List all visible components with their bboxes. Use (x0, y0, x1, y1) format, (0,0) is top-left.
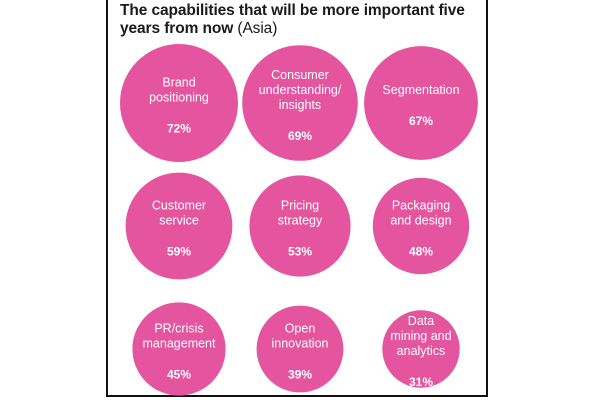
bubble-label-consumer-understanding-insights: Consumer understanding/insights (259, 68, 342, 112)
bubble-label-open-innovation: Open innovation (272, 322, 329, 351)
bubble-circle-packaging-and-design (372, 177, 470, 275)
bubble-label-brand-positioning: Brand positioning (149, 76, 209, 105)
bubble-circle-customer-service (125, 172, 233, 280)
bubble-value-packaging-and-design: 48% (409, 245, 433, 259)
bubble-circle-segmentation (364, 46, 478, 160)
bubble-consumer-understanding-insights: Consumer understanding/insights 69% (242, 45, 358, 161)
bubble-value-consumer-understanding-insights: 69% (288, 129, 312, 143)
bubble-label-packaging-and-design: Packaging and design (390, 199, 451, 228)
bubble-customer-service: Customer service 59% (125, 172, 233, 280)
bubble-circle-consumer-understanding-insights (242, 45, 358, 161)
bubble-value-segmentation: 67% (409, 114, 433, 128)
bubble-packaging-and-design: Packaging and design 48% (372, 177, 470, 275)
bubble-segmentation: Segmentation 67% (364, 46, 478, 160)
bubble-label-pr-crisis-management: PR/crisis management (143, 322, 216, 351)
chart-title-main: The capabilities that will be more impor… (120, 2, 465, 37)
bubble-data-mining-and-analytics: Data mining and analytics 31% (382, 310, 460, 389)
bubble-value-pr-crisis-management: 45% (167, 368, 191, 382)
bubble-pr-crisis-management: PR/crisis management 45% (132, 302, 226, 396)
bubble-open-innovation: Open innovation 39% (256, 305, 344, 393)
bubble-circle-data-mining-and-analytics (382, 310, 460, 388)
chart-title-region: (Asia) (233, 20, 278, 37)
bubble-value-customer-service: 59% (167, 245, 191, 259)
bubble-value-data-mining-and-analytics: 31% (409, 375, 433, 389)
bubble-value-brand-positioning: 72% (167, 122, 191, 136)
bubble-label-data-mining-and-analytics: Data mining and analytics (390, 314, 451, 358)
bubble-circle-pricing-strategy (249, 175, 351, 277)
bubble-value-open-innovation: 39% (288, 368, 312, 382)
bubble-pricing-strategy: Pricing strategy 53% (249, 175, 351, 277)
bubble-circle-brand-positioning (120, 44, 238, 162)
bubble-label-segmentation: Segmentation (382, 83, 459, 97)
bubble-value-pricing-strategy: 53% (288, 245, 312, 259)
bubble-label-pricing-strategy: Pricing strategy (278, 199, 323, 228)
bubble-label-customer-service: Customer service (152, 199, 206, 228)
bubble-circle-pr-crisis-management (132, 302, 226, 396)
bubble-circle-open-innovation (256, 305, 344, 393)
chart-title: The capabilities that will be more impor… (120, 2, 480, 38)
bubble-brand-positioning: Brand positioning 72% (120, 44, 238, 162)
